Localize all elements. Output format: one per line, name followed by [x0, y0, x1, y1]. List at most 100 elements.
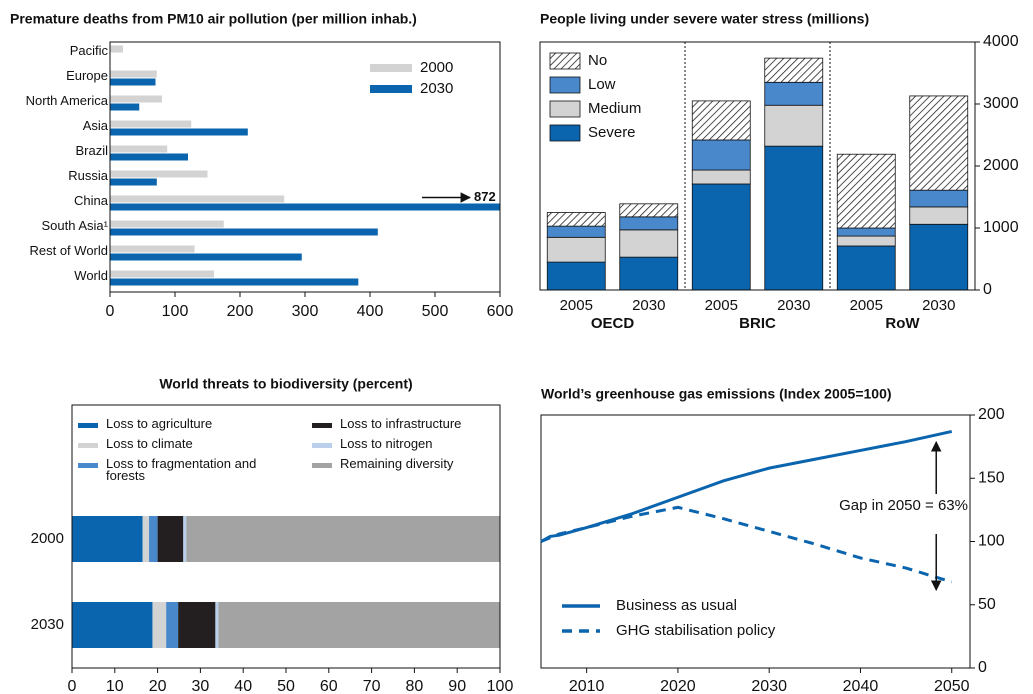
legend-swatch	[549, 76, 581, 94]
legend-swatch	[549, 100, 581, 118]
bar-segment	[909, 223, 969, 291]
x-tick-label: 2030	[777, 297, 810, 314]
legend-label: Loss to fragmentation and forests	[106, 456, 257, 483]
bar	[110, 220, 224, 228]
x-tick-label: 50	[277, 678, 295, 694]
x-tick-label: 2005	[560, 297, 593, 314]
x-tick-label: 2040	[843, 678, 879, 694]
bar	[110, 228, 378, 236]
bar	[110, 103, 140, 111]
bar	[110, 70, 157, 78]
legend-label: Business as usual	[616, 597, 737, 614]
y-tick-label: 4000	[983, 33, 1019, 50]
bar-segment	[218, 602, 500, 648]
x-tick-label: 400	[357, 303, 384, 320]
y-tick-label: Russia	[68, 168, 109, 183]
x-tick-label: 10	[106, 678, 124, 694]
legend-label: No	[588, 52, 607, 69]
bar-segment	[909, 95, 969, 191]
bar-segment	[909, 206, 969, 225]
bar-segment	[72, 602, 153, 648]
y-tick-label: 2030	[31, 616, 64, 633]
x-tick-label: 2005	[850, 297, 883, 314]
x-tick-label: 500	[422, 303, 449, 320]
legend-label: Loss to climate	[106, 436, 193, 451]
bar-segment	[764, 57, 824, 83]
bar-segment	[691, 139, 751, 171]
bar-segment	[546, 261, 606, 291]
x-tick-label: 90	[448, 678, 466, 694]
bar	[110, 170, 208, 178]
bar-segment	[619, 216, 679, 231]
bar	[110, 153, 188, 161]
y-tick-label: North America	[26, 93, 109, 108]
y-tick-label: World	[74, 268, 108, 283]
legend-swatch	[312, 423, 332, 428]
legend-label: Remaining diversity	[340, 456, 454, 471]
bar-segment	[546, 236, 606, 263]
x-tick-label: 2030	[751, 678, 787, 694]
bar	[110, 78, 156, 86]
y-tick-label: 200	[978, 406, 1005, 423]
bar-segment	[178, 602, 216, 648]
bar-segment	[836, 153, 896, 229]
group-label: OECD	[591, 315, 635, 332]
bar-segment	[691, 169, 751, 185]
x-tick-label: 80	[406, 678, 424, 694]
legend-label: 2000	[420, 59, 453, 76]
x-tick-label: 60	[320, 678, 338, 694]
legend-label: Loss to nitrogen	[340, 436, 433, 451]
bar-segment	[619, 256, 679, 291]
x-tick-label: 0	[106, 303, 115, 320]
legend-swatch	[370, 64, 412, 72]
bar-segment	[166, 602, 179, 648]
legend-swatch	[78, 443, 98, 448]
bar-segment	[215, 602, 219, 648]
value-label: 872	[474, 189, 496, 204]
legend-swatch	[549, 52, 581, 70]
bar	[110, 178, 157, 186]
y-tick-label: 3000	[983, 95, 1019, 112]
bar-segment	[149, 516, 158, 562]
legend-label: Loss to agriculture	[106, 416, 213, 431]
y-tick-label: Brazil	[75, 143, 108, 158]
bar	[110, 128, 248, 136]
bar-segment	[186, 516, 500, 562]
bar	[110, 270, 214, 278]
x-tick-label: 30	[192, 678, 210, 694]
y-tick-label: Pacific	[70, 43, 109, 58]
bar	[110, 120, 192, 128]
y-tick-label: 0	[978, 659, 987, 676]
bar-segment	[836, 245, 896, 291]
y-tick-label: South Asia¹	[42, 218, 109, 233]
y-tick-label: 2000	[983, 157, 1019, 174]
bar	[110, 278, 359, 286]
x-tick-label: 2030	[922, 297, 955, 314]
legend-label: Low	[588, 76, 616, 93]
x-tick-label: 0	[68, 678, 77, 694]
x-tick-label: 600	[487, 303, 514, 320]
bar	[110, 203, 500, 211]
bar-segment	[619, 203, 679, 218]
legend-label: 2030	[420, 80, 453, 97]
y-tick-label: Asia	[83, 118, 109, 133]
bar-segment	[546, 212, 606, 227]
legend-swatch	[312, 443, 332, 448]
chart-title: Premature deaths from PM10 air pollution…	[10, 11, 417, 27]
y-tick-label: Rest of World	[29, 243, 108, 258]
legend-label: Loss to infrastructure	[340, 416, 462, 431]
bar-segment	[836, 235, 896, 247]
bar-segment	[157, 516, 184, 562]
x-tick-label: 20	[149, 678, 167, 694]
bar-segment	[152, 602, 167, 648]
bar	[110, 245, 195, 253]
series-line	[540, 505, 953, 584]
legend-label: Medium	[588, 100, 641, 117]
y-tick-label: 50	[978, 596, 996, 613]
bar	[110, 195, 285, 203]
x-tick-label: 70	[363, 678, 381, 694]
x-tick-label: 2010	[569, 678, 605, 694]
y-tick-label: 2000	[31, 530, 64, 547]
